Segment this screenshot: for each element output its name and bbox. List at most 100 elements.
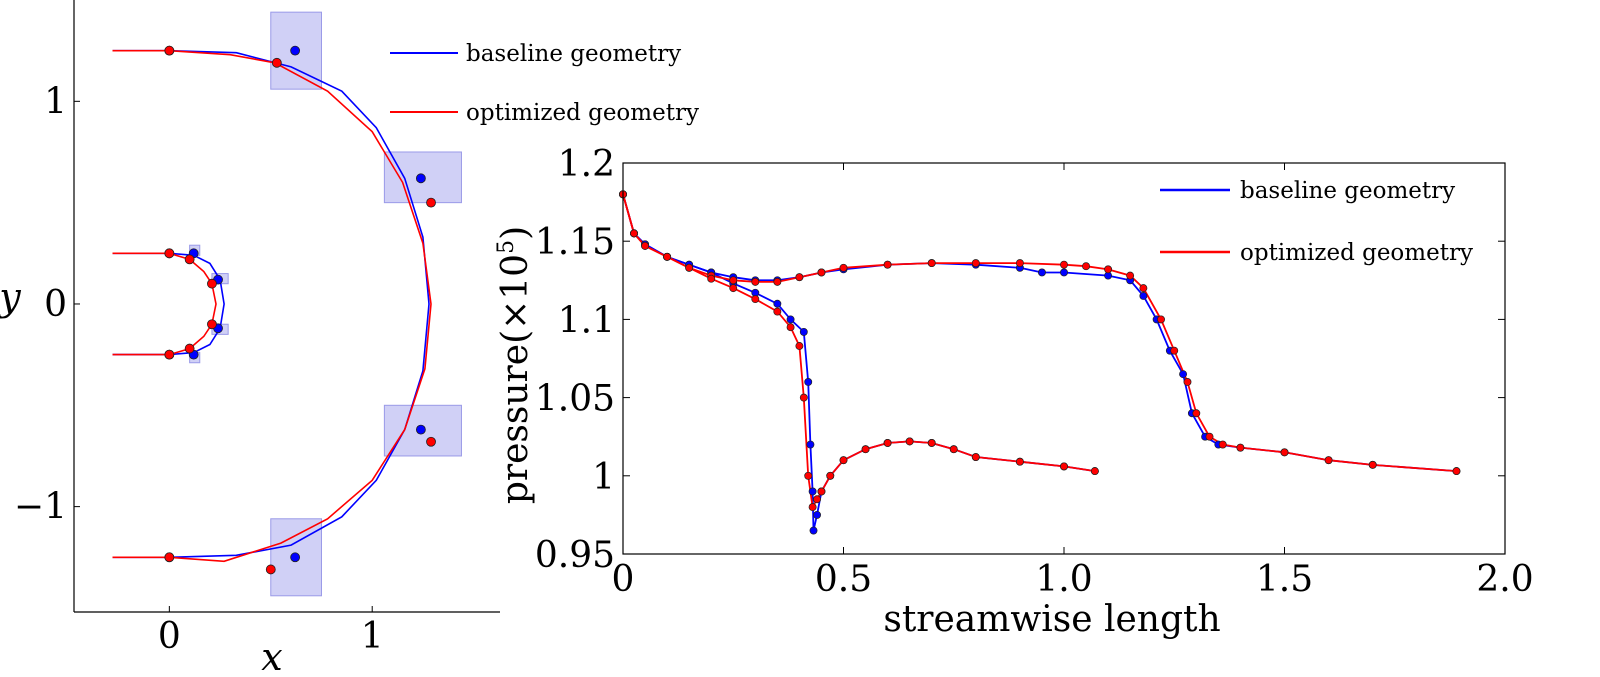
baseline-pressure-line [622, 194, 1457, 472]
optimized-pressure-point [1090, 467, 1099, 476]
geometry-legend: baseline geometry optimized geometry [390, 41, 699, 126]
y-tick-label: 1 [592, 457, 615, 498]
optimized-pressure-point [795, 273, 804, 282]
baseline-pressure-point [1037, 268, 1046, 277]
optimized-pressure-point [1060, 260, 1068, 269]
optimized-geometry-line [112, 252, 217, 356]
optimized-pressure-line [622, 194, 1457, 472]
optimized-pressure-point [707, 274, 716, 283]
optimized-pressure-point [729, 276, 738, 285]
geometry-markers [164, 45, 436, 575]
optimized-pressure-point [839, 456, 848, 465]
optimized-pressure-point [808, 503, 817, 512]
optimized-pressure-point [927, 259, 936, 268]
optimized-pressure-point [817, 268, 826, 277]
optimized-pressure-point [751, 295, 760, 304]
optimized-control-point [164, 552, 175, 563]
baseline-pressure-point [799, 327, 808, 336]
baseline-legend-label: baseline geometry [1240, 178, 1455, 204]
optimized-legend-label: optimized geometry [1240, 240, 1473, 266]
baseline-geometry-line [112, 49, 430, 559]
optimized-pressure-point [1015, 457, 1024, 466]
y-axis-label-main: pressure(×10 [495, 254, 536, 504]
baseline-legend-label: baseline geometry [466, 41, 681, 67]
design-boxes [189, 11, 462, 597]
optimized-pressure-point [971, 259, 980, 268]
pressure-markers [619, 190, 1461, 535]
optimized-control-point [207, 278, 217, 289]
baseline-pressure-point [1139, 291, 1148, 300]
y-tick-label: −1 [14, 487, 67, 528]
optimized-pressure-point [1183, 378, 1192, 386]
optimized-pressure-point [1139, 284, 1148, 293]
optimized-pressure-point [861, 445, 870, 454]
optimized-pressure-point [826, 471, 835, 480]
x-tick-label: 1 [361, 616, 384, 657]
optimized-control-point [184, 254, 195, 265]
optimized-pressure-point [1324, 456, 1333, 465]
optimized-pressure-point [839, 263, 848, 272]
y-axis-label-close: ) [495, 226, 536, 240]
optimized-pressure-point [1218, 440, 1227, 449]
optimized-pressure-point [630, 229, 638, 238]
baseline-pressure-point [808, 487, 817, 496]
optimized-pressure-line [622, 194, 1096, 510]
optimized-control-point [184, 343, 195, 354]
baseline-pressure-point [773, 299, 782, 308]
geometry-curves [112, 49, 432, 563]
y-tick-label: 1.1 [558, 300, 615, 341]
y-tick-label: 0 [44, 284, 67, 325]
optimized-pressure-point [641, 241, 650, 250]
x-tick-label: 1.0 [1035, 559, 1092, 600]
baseline-pressure-point [804, 378, 813, 386]
optimized-pressure-point [971, 453, 980, 461]
optimized-control-point [265, 564, 276, 575]
baseline-pressure-line [622, 194, 1096, 531]
optimized-pressure-point [773, 307, 782, 316]
optimized-pressure-point [1104, 265, 1113, 274]
optimized-pressure-point [1368, 460, 1377, 469]
y-tick-label: 0.95 [535, 535, 615, 576]
optimized-pressure-point [663, 252, 672, 261]
optimized-pressure-point [883, 260, 892, 269]
x-tick-label: 1.5 [1256, 559, 1313, 600]
y-tick-label: 1.15 [535, 222, 615, 263]
optimized-control-point [426, 436, 436, 447]
optimized-pressure-point [1192, 409, 1201, 418]
optimized-pressure-point [799, 393, 808, 402]
optimized-control-point [426, 197, 436, 208]
optimized-pressure-point [949, 445, 958, 454]
optimized-control-point [271, 57, 282, 68]
x-axis-label: streamwise length [883, 599, 1220, 640]
baseline-control-point [290, 45, 301, 56]
optimized-control-point [164, 349, 175, 360]
optimized-pressure-point [729, 284, 738, 293]
optimized-pressure-point [905, 437, 914, 446]
optimized-pressure-point [1060, 462, 1068, 471]
optimized-pressure-point [1205, 432, 1214, 441]
optimized-pressure-point [1126, 271, 1135, 280]
x-tick-label: 0.5 [815, 559, 872, 600]
optimized-pressure-point [773, 277, 782, 286]
optimized-pressure-point [817, 487, 826, 496]
optimized-pressure-point [1452, 467, 1461, 476]
baseline-control-point [290, 552, 301, 563]
pressure-legend: baseline geometry optimized geometry [1160, 178, 1473, 266]
x-tick-label: 0 [612, 559, 635, 600]
optimized-pressure-point [751, 277, 760, 286]
x-tick-label: 2.0 [1476, 559, 1533, 600]
baseline-pressure-point [786, 315, 795, 324]
optimized-pressure-point [795, 342, 804, 350]
baseline-pressure-point [1060, 268, 1068, 277]
y-tick-label: 1.05 [535, 379, 615, 420]
y-axis-label: y [0, 275, 21, 319]
optimized-pressure-point [1170, 346, 1179, 355]
optimized-control-point [164, 248, 175, 259]
baseline-control-point [415, 424, 426, 435]
geometry-chart: 0 1 −1 0 1 x y baseline geometry optimized geom… [0, 0, 699, 677]
optimized-legend-label: optimized geometry [466, 100, 699, 126]
plot-frame [622, 162, 1506, 555]
baseline-control-point [415, 173, 426, 184]
optimized-control-point [207, 319, 217, 330]
